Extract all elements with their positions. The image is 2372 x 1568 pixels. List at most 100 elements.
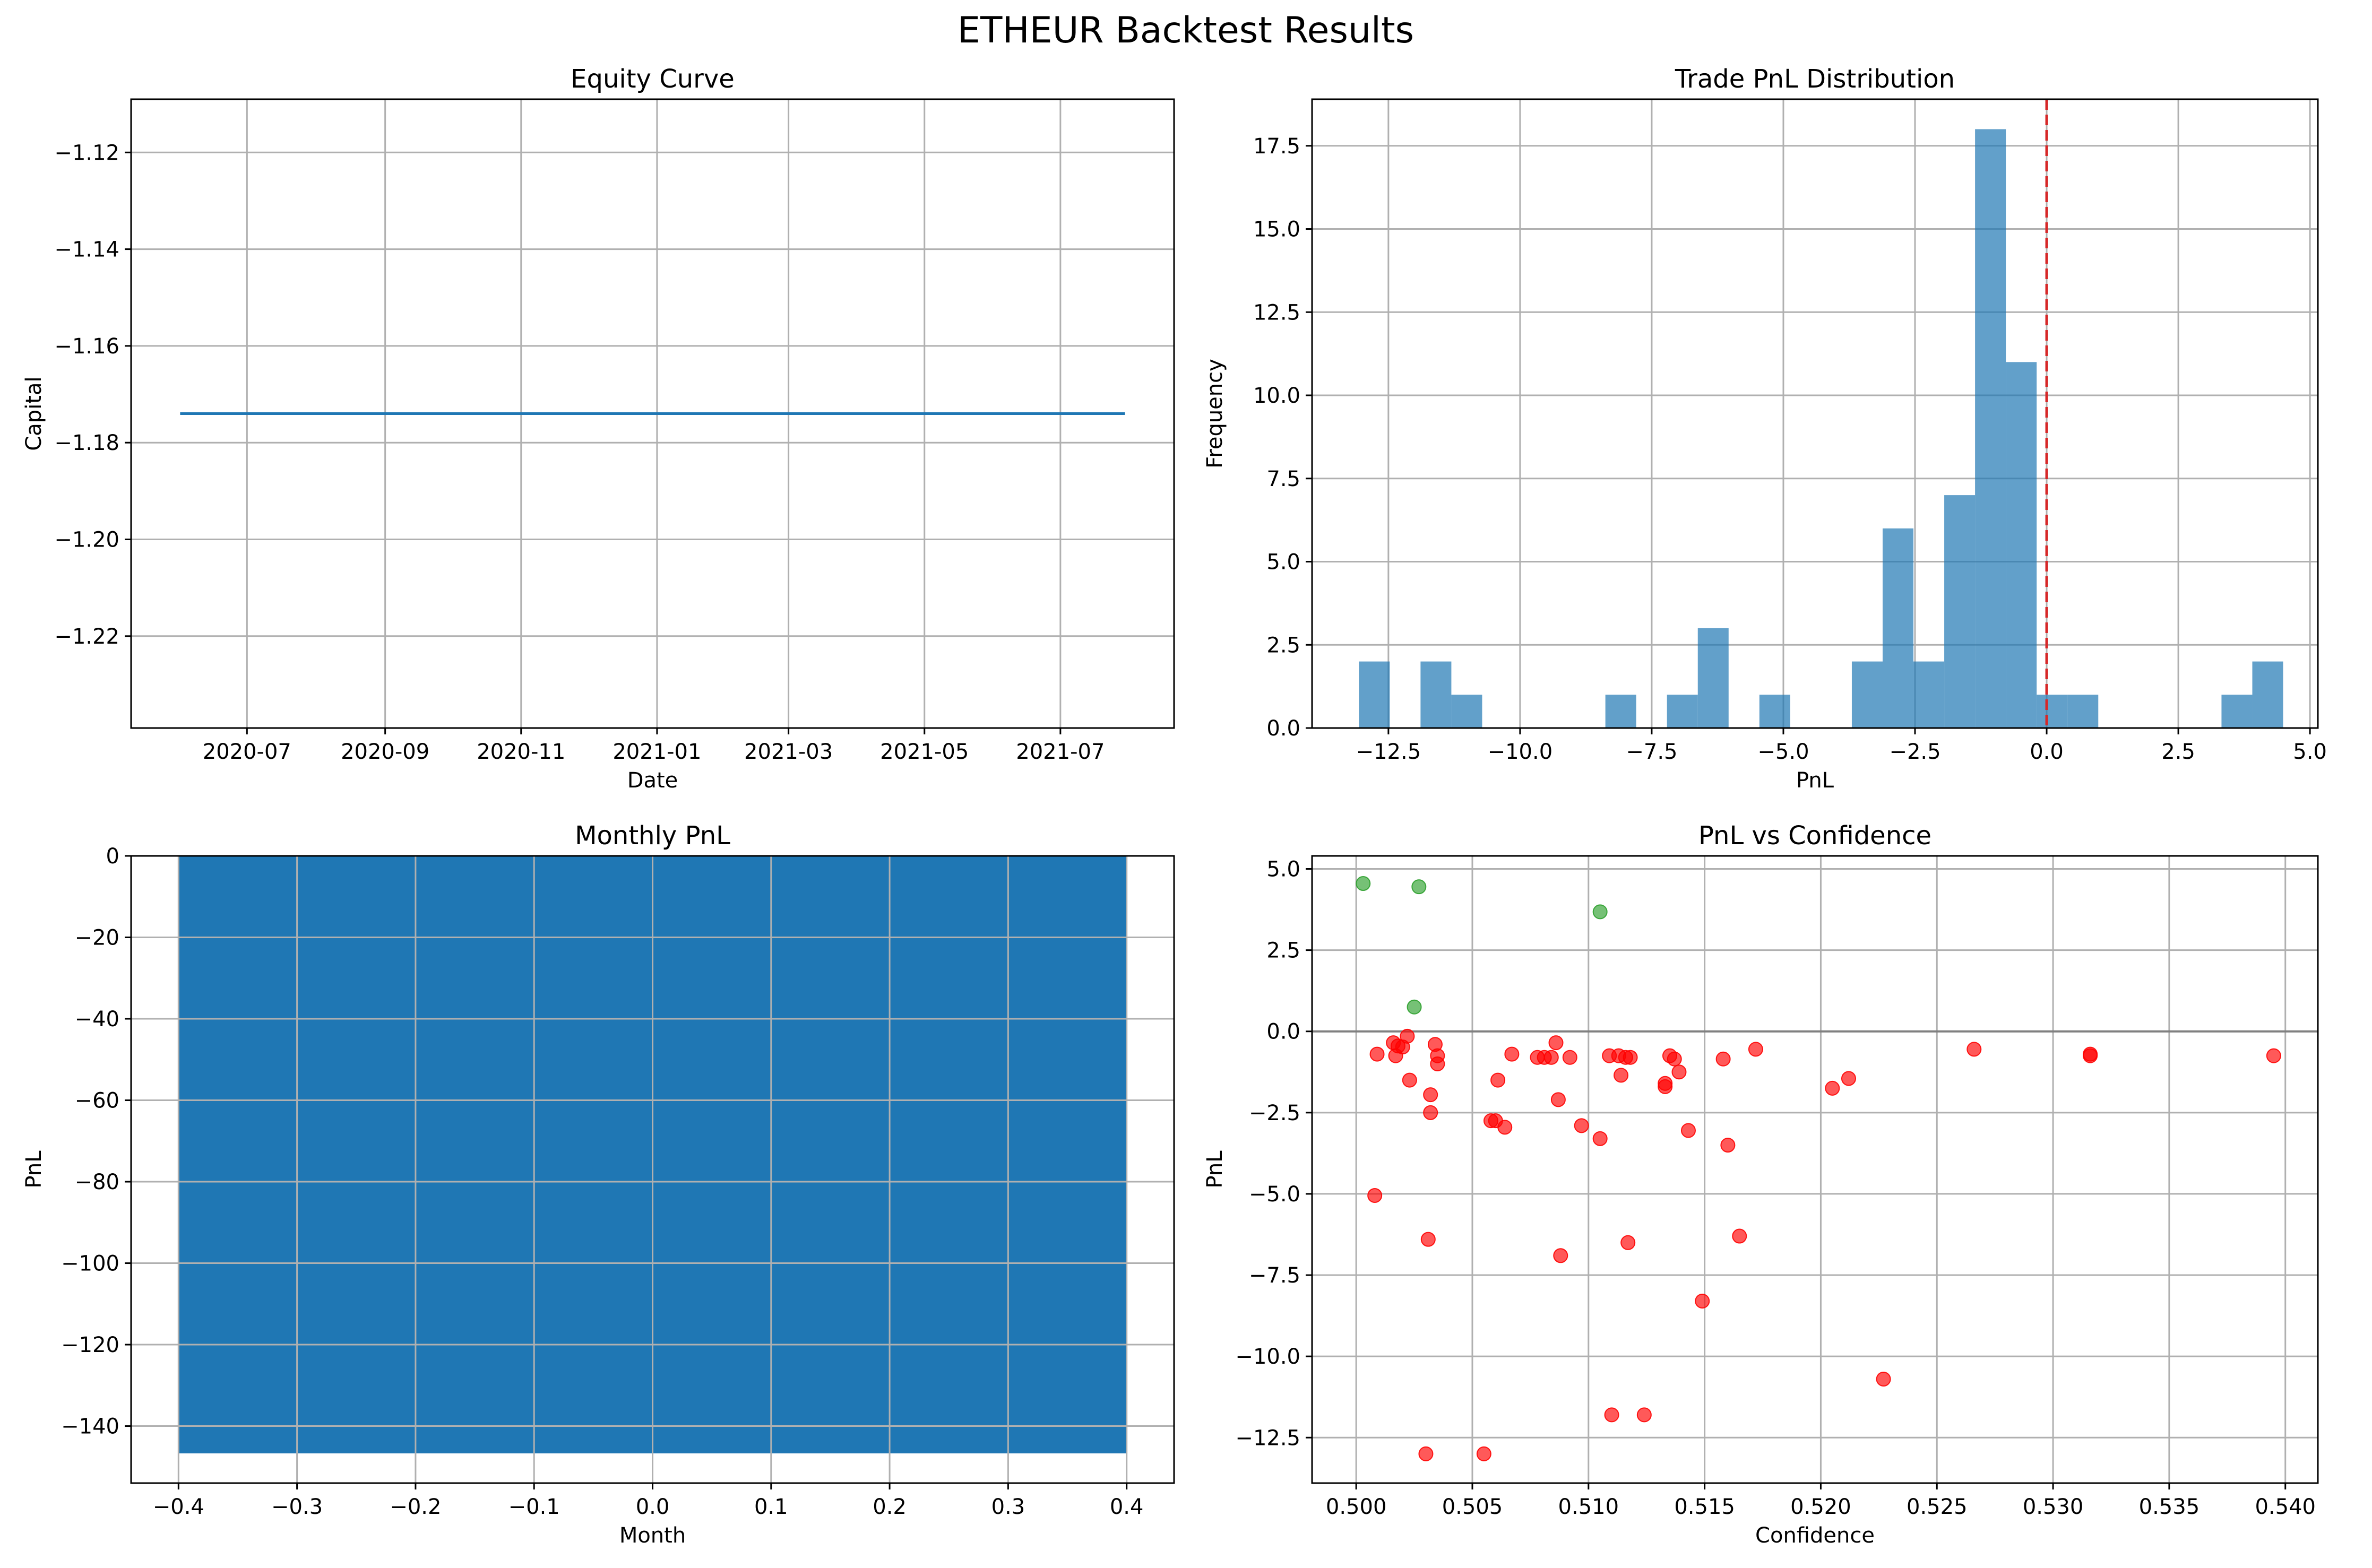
x-tick-label: 0.540 — [2255, 1495, 2316, 1519]
histogram-bar — [2067, 695, 2099, 728]
x-tick-label: 0.525 — [1907, 1495, 1968, 1519]
trade-point — [1418, 1446, 1434, 1461]
x-tick-label: 5.0 — [2293, 740, 2327, 764]
trade-point — [1356, 876, 1371, 891]
trade-point — [1876, 1372, 1891, 1387]
x-tick-label: 0.3 — [991, 1495, 1025, 1519]
x-tick-label: 0.535 — [2139, 1495, 2200, 1519]
trade-point — [1490, 1072, 1506, 1088]
axes-frame — [130, 98, 1175, 729]
x-tick-label: 2020-11 — [477, 740, 565, 764]
y-axis-label: PnL — [1203, 1150, 1227, 1189]
y-tick-label: −12.5 — [1235, 1426, 1300, 1450]
trade-point — [1367, 1188, 1383, 1203]
trade-point — [1592, 1131, 1608, 1146]
y-tick-label: −1.16 — [54, 334, 119, 359]
histogram-bar — [2006, 362, 2037, 728]
y-tick-label: −1.20 — [54, 528, 119, 552]
trade-point — [1636, 1407, 1652, 1423]
scatter-panel: 0.500 0.505 0.510 0.515 0.520 0.525 0.530 0.535… — [1203, 821, 2319, 1548]
y-tick-label: −5.0 — [1249, 1182, 1300, 1207]
trade-point — [1423, 1105, 1438, 1120]
x-tick-label: −0.1 — [508, 1495, 560, 1519]
y-tick-label: 0 — [106, 844, 119, 869]
histogram-bar — [1944, 495, 1976, 728]
x-tick-label: 0.510 — [1558, 1495, 1619, 1519]
trade-point — [1550, 1092, 1566, 1107]
trade-point — [1504, 1046, 1520, 1062]
y-tick-label: 5.0 — [1266, 857, 1300, 881]
histogram-bar — [2037, 695, 2068, 728]
y-tick-label: 2.5 — [1266, 633, 1300, 657]
y-tick-label: −1.18 — [54, 431, 119, 455]
x-tick-label: 0.530 — [2023, 1495, 2084, 1519]
trade-point — [1623, 1050, 1638, 1065]
x-tick-label: 0.515 — [1674, 1495, 1735, 1519]
trade-point — [1658, 1079, 1673, 1094]
trade-point — [1604, 1407, 1619, 1423]
histogram-bar — [1851, 661, 1883, 728]
x-tick-label: −0.3 — [271, 1495, 323, 1519]
y-tick-label: −140 — [61, 1415, 119, 1439]
panel-title: Trade PnL Distribution — [1675, 64, 1955, 94]
y-tick-label: 7.5 — [1266, 467, 1300, 491]
trade-point — [1825, 1080, 1840, 1096]
y-tick-label: 0.0 — [1266, 1020, 1300, 1044]
histogram-bar — [1605, 695, 1636, 728]
x-axis-label: Confidence — [1755, 1523, 1875, 1548]
histogram-bar — [1759, 695, 1790, 728]
trade-point — [1592, 904, 1608, 920]
histogram-bar — [1913, 661, 1945, 728]
y-tick-label: −2.5 — [1249, 1101, 1300, 1125]
trade-point — [1667, 1051, 1682, 1067]
trade-point — [1680, 1123, 1696, 1138]
trade-point — [1497, 1120, 1513, 1135]
histogram-bar — [1359, 661, 1390, 728]
x-tick-label: −0.2 — [390, 1495, 441, 1519]
trade-point — [1620, 1235, 1636, 1250]
x-tick-label: 2021-07 — [1016, 740, 1105, 764]
y-axis-label: PnL — [22, 1150, 46, 1189]
y-tick-label: −100 — [61, 1252, 119, 1276]
panel-title: PnL vs Confidence — [1698, 821, 1931, 851]
trade-point — [1430, 1056, 1445, 1071]
x-tick-label: −12.5 — [1356, 740, 1421, 764]
axes-frame — [1311, 855, 2319, 1484]
x-axis-label: PnL — [1796, 768, 1834, 793]
x-tick-label: 0.1 — [754, 1495, 788, 1519]
y-tick-label: −40 — [75, 1007, 119, 1032]
histogram-bar — [1420, 661, 1452, 728]
trade-point — [1420, 1232, 1436, 1247]
y-tick-label: −1.14 — [54, 238, 119, 262]
trade-point — [2083, 1046, 2098, 1062]
x-tick-label: −5.0 — [1757, 740, 1809, 764]
histogram-bar — [1667, 695, 1698, 728]
trade-point — [1841, 1071, 1856, 1086]
y-axis-label: Capital — [22, 376, 46, 451]
y-axis-label: Frequency — [1203, 359, 1227, 469]
x-tick-label: 0.520 — [1790, 1495, 1851, 1519]
panel-title: Monthly PnL — [575, 821, 730, 851]
y-tick-label: 12.5 — [1253, 300, 1300, 325]
x-tick-label: 0.505 — [1442, 1495, 1503, 1519]
y-tick-label: 17.5 — [1253, 134, 1300, 159]
y-tick-label: −1.22 — [54, 625, 119, 649]
y-tick-label: −80 — [75, 1170, 119, 1194]
y-tick-label: −120 — [61, 1333, 119, 1357]
monthly-panel: −0.4 −0.3 −0.2 −0.1 0.0 0.1 0.2 0.3 0.4 −140 −120 −… — [22, 821, 1175, 1548]
trade-point — [1407, 999, 1422, 1015]
y-tick-label: −60 — [75, 1089, 119, 1113]
x-tick-label: 0.4 — [1110, 1495, 1144, 1519]
x-tick-label: 0.500 — [1326, 1495, 1387, 1519]
x-tick-label: −10.0 — [1488, 740, 1553, 764]
trade-point — [1732, 1228, 1747, 1244]
y-tick-label: −1.12 — [54, 141, 119, 165]
trade-point — [1369, 1046, 1385, 1062]
trade-point — [1720, 1138, 1736, 1153]
x-axis-label: Month — [619, 1523, 686, 1548]
y-tick-label: −10.0 — [1235, 1345, 1300, 1369]
y-tick-label: −20 — [75, 926, 119, 950]
trade-point — [1614, 1068, 1629, 1083]
y-tick-label: 10.0 — [1253, 384, 1300, 408]
